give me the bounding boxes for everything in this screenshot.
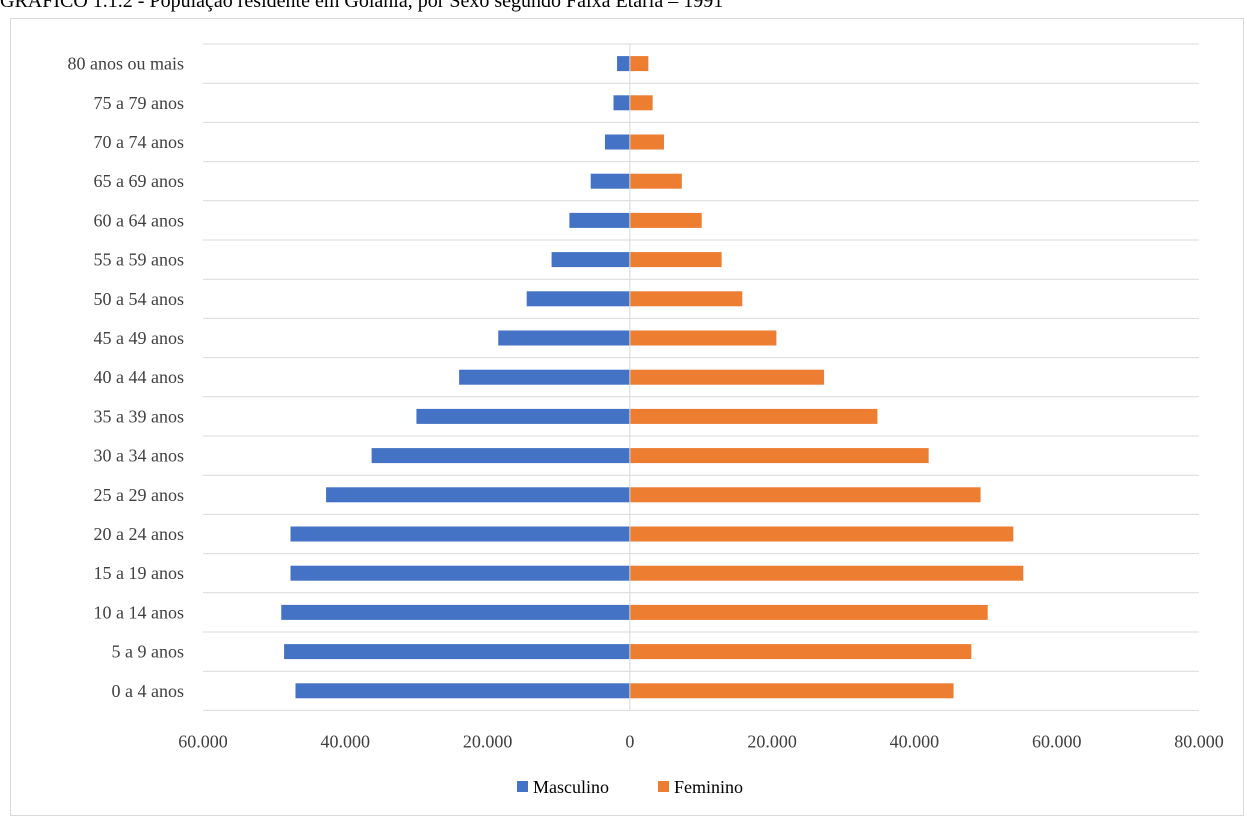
y-tick-label: 75 a 79 anos bbox=[94, 93, 184, 113]
legend-swatch-masculino bbox=[517, 781, 528, 792]
x-tick-label: 40.000 bbox=[321, 731, 371, 751]
bar-masculino-80-anos-ou-mais bbox=[617, 56, 630, 72]
bar-masculino-65-a-69-anos bbox=[590, 173, 630, 189]
bar-masculino-55-a-59-anos bbox=[551, 252, 630, 268]
y-tick-label: 10 a 14 anos bbox=[94, 602, 184, 622]
x-tick-label: 40.000 bbox=[890, 731, 940, 751]
bar-feminino-80-anos-ou-mais bbox=[629, 56, 649, 72]
bar-feminino-60-a-64-anos bbox=[629, 212, 702, 228]
bar-feminino-55-a-59-anos bbox=[629, 252, 722, 268]
legend-label-masculino: Masculino bbox=[533, 777, 609, 797]
axes: 0 a 4 anos 5 a 9 anos 10 a 14 anos 15 a 19 … bbox=[68, 44, 1224, 751]
bar-masculino-40-a-44-anos bbox=[459, 369, 630, 385]
bar-masculino-10-a-14-anos bbox=[281, 604, 630, 620]
y-tick-label: 60 a 64 anos bbox=[94, 210, 184, 230]
chart-title: GRÁFICO 1.1.2 - População residente em G… bbox=[0, 0, 724, 12]
bar-feminino-40-a-44-anos bbox=[629, 369, 825, 385]
bar-masculino-35-a-39-anos bbox=[416, 408, 630, 424]
x-tick-label: 60.000 bbox=[1032, 731, 1082, 751]
y-tick-label: 30 a 34 anos bbox=[94, 446, 184, 466]
bar-masculino-50-a-54-anos bbox=[526, 291, 630, 307]
x-tick-label: 0 bbox=[625, 731, 634, 751]
bars bbox=[281, 56, 1024, 699]
bar-feminino-70-a-74-anos bbox=[629, 134, 665, 150]
bar-masculino-45-a-49-anos bbox=[498, 330, 630, 346]
bar-masculino-70-a-74-anos bbox=[604, 134, 630, 150]
bar-masculino-20-a-24-anos bbox=[290, 526, 630, 542]
bar-feminino-0-a-4-anos bbox=[629, 683, 954, 699]
bar-masculino-25-a-29-anos bbox=[326, 487, 630, 503]
y-tick-label: 65 a 69 anos bbox=[94, 171, 184, 191]
bar-masculino-75-a-79-anos bbox=[613, 95, 630, 111]
bar-feminino-75-a-79-anos bbox=[629, 95, 653, 111]
y-tick-label: 15 a 19 anos bbox=[94, 563, 184, 583]
y-tick-label: 70 a 74 anos bbox=[94, 132, 184, 152]
bar-masculino-60-a-64-anos bbox=[569, 212, 630, 228]
bar-feminino-45-a-49-anos bbox=[629, 330, 777, 346]
y-tick-label: 20 a 24 anos bbox=[94, 524, 184, 544]
legend-label-feminino: Feminino bbox=[674, 777, 743, 797]
bar-feminino-35-a-39-anos bbox=[629, 408, 878, 424]
y-tick-label: 55 a 59 anos bbox=[94, 250, 184, 270]
y-tick-label: 50 a 54 anos bbox=[94, 289, 184, 309]
bar-masculino-0-a-4-anos bbox=[295, 683, 630, 699]
y-tick-label: 25 a 29 anos bbox=[94, 485, 184, 505]
bar-masculino-5-a-9-anos bbox=[284, 644, 630, 660]
x-tick-label: 60.000 bbox=[178, 731, 228, 751]
legend: Masculino Feminino bbox=[517, 777, 743, 797]
gridlines bbox=[203, 43, 1199, 711]
x-tick-label: 80.000 bbox=[1174, 731, 1224, 751]
bar-feminino-65-a-69-anos bbox=[629, 173, 682, 189]
bar-masculino-30-a-34-anos bbox=[371, 448, 630, 464]
bar-feminino-15-a-19-anos bbox=[629, 565, 1024, 581]
x-tick-label: 20.000 bbox=[463, 731, 513, 751]
y-tick-label: 45 a 49 anos bbox=[94, 328, 184, 348]
bar-feminino-20-a-24-anos bbox=[629, 526, 1014, 542]
legend-swatch-feminino bbox=[658, 781, 669, 792]
bar-feminino-25-a-29-anos bbox=[629, 487, 981, 503]
bar-feminino-50-a-54-anos bbox=[629, 291, 743, 307]
y-tick-label: 5 a 9 anos bbox=[112, 642, 184, 662]
bar-feminino-5-a-9-anos bbox=[629, 644, 972, 660]
bar-masculino-15-a-19-anos bbox=[290, 565, 630, 581]
bar-feminino-10-a-14-anos bbox=[629, 604, 988, 620]
y-tick-label: 80 anos ou mais bbox=[68, 54, 185, 74]
y-tick-label: 0 a 4 anos bbox=[112, 681, 184, 701]
y-tick-label: 40 a 44 anos bbox=[94, 367, 184, 387]
y-tick-label: 35 a 39 anos bbox=[94, 406, 184, 426]
bar-feminino-30-a-34-anos bbox=[629, 448, 929, 464]
x-tick-label: 20.000 bbox=[747, 731, 797, 751]
